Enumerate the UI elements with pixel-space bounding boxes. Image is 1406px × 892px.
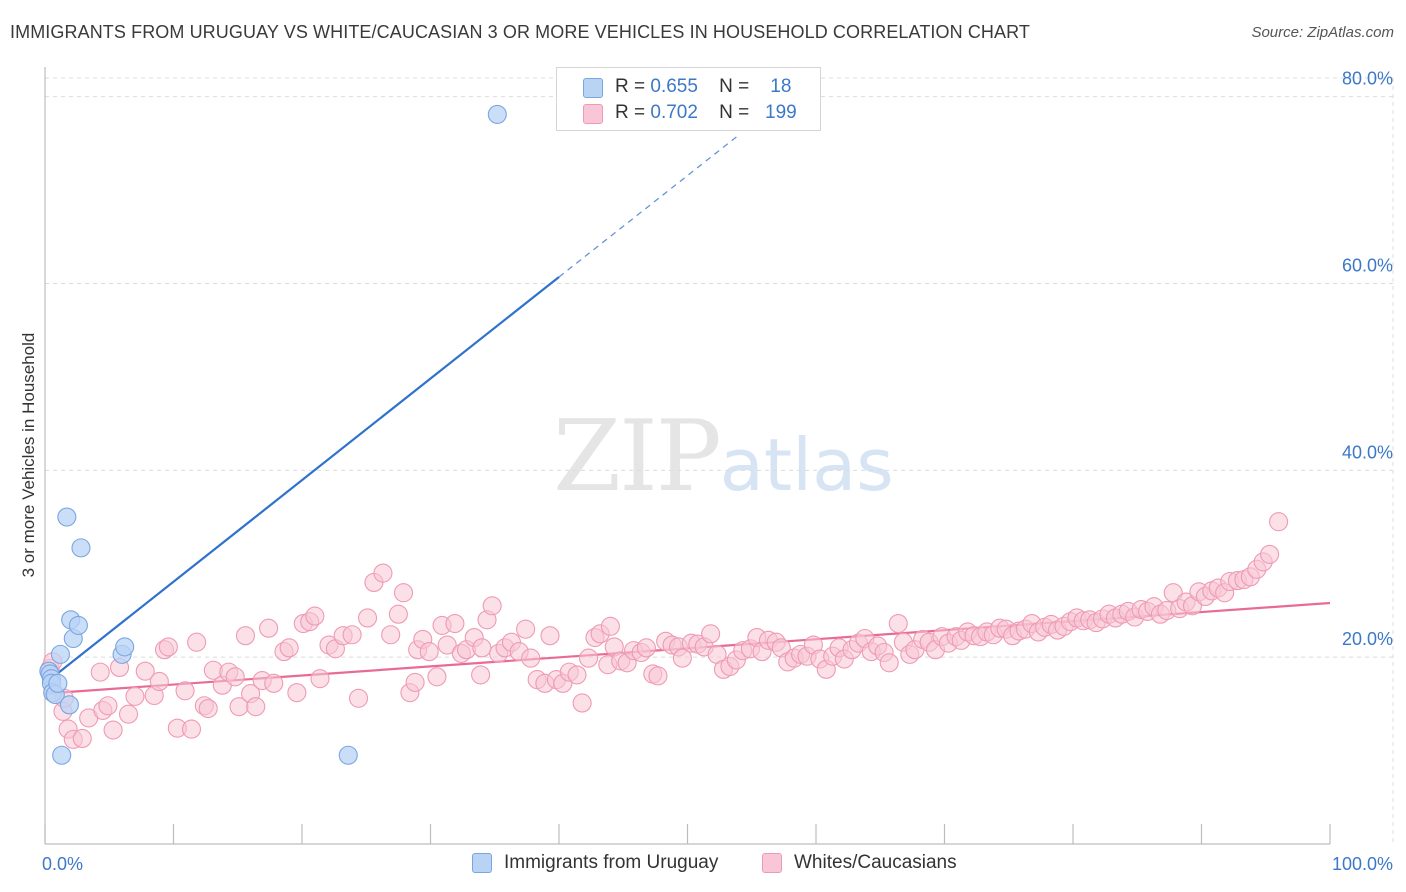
pink-point: [198, 698, 218, 719]
pink-point: [516, 619, 536, 639]
correlation-legend: R = 0.655 N = 18 R = 0.702 N = 199: [556, 67, 821, 131]
blue-point: [338, 745, 358, 765]
pink-point: [540, 626, 560, 646]
pink-point: [393, 583, 414, 603]
legend-r-value: 0.655: [650, 76, 698, 97]
pink-point: [235, 626, 256, 646]
legend-swatch-blue: [583, 78, 603, 98]
y-tick-label: 40.0%: [1342, 442, 1393, 462]
pink-point: [305, 606, 325, 626]
pink-point: [1260, 544, 1280, 564]
pink-point: [373, 563, 393, 583]
pink-point: [103, 720, 123, 740]
pink-point: [72, 728, 92, 748]
pink-point: [427, 667, 447, 687]
y-tick-label: 80.0%: [1342, 69, 1393, 89]
pink-point: [672, 648, 692, 668]
pink-point: [419, 642, 439, 662]
pink-point: [388, 604, 408, 624]
pink-point: [521, 648, 541, 668]
pink-point: [472, 638, 492, 658]
pink-point: [879, 653, 899, 673]
blue-trend-extension: [558, 134, 740, 278]
bottom-legend-swatch-pink: [762, 853, 782, 873]
pink-point: [648, 666, 668, 686]
data-points: [39, 104, 1289, 765]
blue-point: [487, 104, 507, 124]
bottom-legend-label: Immigrants from Uruguay: [504, 852, 719, 873]
pink-point: [405, 672, 425, 692]
pink-point: [471, 665, 491, 685]
legend-n-label: N =: [719, 102, 750, 123]
pink-point: [135, 661, 155, 681]
pink-point: [572, 693, 592, 713]
pink-point: [567, 665, 587, 685]
blue-point: [52, 745, 72, 765]
axes: [44, 67, 1331, 845]
pink-point: [701, 624, 721, 644]
pink-point: [225, 667, 245, 687]
watermark-zip: ZIP: [553, 400, 722, 514]
pink-point: [125, 686, 145, 706]
pink-point: [636, 638, 656, 658]
legend-n-value: 18: [770, 76, 792, 97]
x-tick-label: 0.0%: [42, 854, 83, 874]
pink-point: [149, 671, 169, 692]
y-tick-label: 60.0%: [1342, 256, 1393, 276]
pink-point: [118, 704, 139, 724]
pink-point: [279, 638, 299, 658]
legend-r-label: R =: [615, 76, 646, 97]
pink-point: [445, 613, 465, 634]
pink-point: [600, 616, 620, 636]
source-credit: Source: ZipAtlas.com: [1251, 24, 1394, 41]
legend-r-label: R =: [615, 102, 646, 123]
pink-point: [246, 697, 266, 717]
pink-point: [357, 608, 378, 628]
legend-n-label: N =: [719, 76, 750, 97]
blue-point: [71, 538, 91, 558]
pink-point: [437, 635, 457, 655]
chart-title: IMMIGRANTS FROM URUGUAY VS WHITE/CAUCASI…: [10, 22, 1030, 42]
blue-trend-line: [44, 276, 560, 685]
tick-labels: 20.0% 40.0% 60.0% 80.0% 0.0% 100.0%: [42, 69, 1393, 874]
y-tick-label: 20.0%: [1342, 629, 1393, 649]
pink-point: [482, 596, 502, 616]
legend-r-value: 0.702: [650, 102, 698, 123]
blue-point: [57, 507, 77, 527]
pink-point: [181, 719, 202, 739]
legend-swatch-pink: [583, 104, 603, 124]
pink-point: [381, 625, 401, 645]
pink-point: [348, 688, 369, 708]
pink-point: [1269, 512, 1289, 532]
pink-point: [158, 637, 178, 657]
grid-lines: [45, 77, 1394, 844]
pink-point: [264, 673, 284, 693]
pink-point: [888, 613, 908, 634]
bottom-legend-swatch-blue: [472, 853, 492, 873]
bottom-legend-label: Whites/Caucasians: [794, 852, 957, 873]
blue-point: [48, 673, 68, 693]
pink-point: [310, 669, 330, 689]
blue-point: [59, 695, 79, 715]
pink-point: [175, 681, 195, 701]
pink-point: [287, 683, 307, 703]
pink-point: [187, 632, 207, 652]
pink-point: [342, 625, 362, 645]
pink-point: [98, 696, 118, 716]
watermark-atlas: atlas: [719, 423, 894, 507]
watermark: ZIPatlas: [553, 400, 894, 514]
pink-point: [579, 648, 599, 668]
x-tick-label: 100.0%: [1332, 854, 1393, 874]
pink-point: [259, 618, 279, 638]
legend-n-value: 199: [765, 102, 797, 123]
blue-point: [68, 615, 88, 635]
blue-point: [115, 637, 135, 657]
pink-point: [90, 662, 110, 682]
blue-point: [50, 644, 70, 664]
y-axis-label: 3 or more Vehicles in Household: [19, 333, 38, 578]
